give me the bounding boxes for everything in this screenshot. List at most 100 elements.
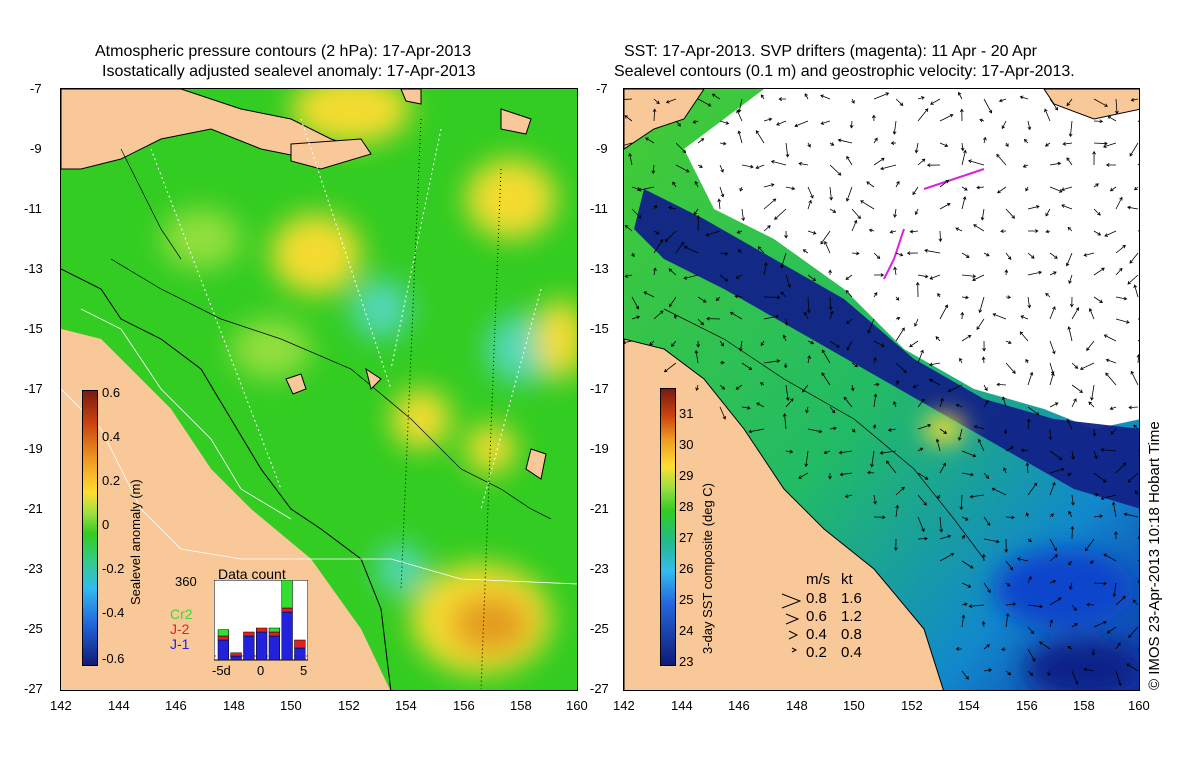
velocity-arrow — [652, 108, 657, 122]
velocity-arrow — [873, 92, 890, 100]
velocity-arrow — [770, 160, 787, 166]
velocity-arrow — [628, 152, 633, 166]
velocity-arrow — [1045, 229, 1051, 234]
velocity-arrow — [872, 424, 877, 430]
velocity-arrow — [774, 208, 787, 220]
velocity-arrow — [1088, 307, 1095, 320]
velocity-arrow — [860, 200, 875, 210]
velocity-arrow — [939, 397, 944, 408]
velocity-arrow — [755, 130, 765, 144]
bar-j1 — [217, 639, 229, 661]
velocity-arrow — [782, 413, 787, 430]
velocity-arrow — [983, 582, 991, 593]
velocity-arrow — [914, 142, 919, 154]
velocity-arrow — [845, 289, 853, 298]
velocity-arrow — [1093, 183, 1099, 188]
velocity-arrow — [805, 406, 809, 414]
sst-colorbar-label: 3-day SST composite (deg C) — [700, 483, 715, 654]
velocity-arrow — [804, 93, 809, 100]
lon-tick: 154 — [958, 698, 980, 713]
velocity-arrow — [961, 450, 977, 458]
velocity-arrow — [895, 296, 900, 301]
velocity-arrow — [694, 349, 699, 364]
sst-tick: 26 — [679, 561, 694, 576]
velocity-arrow — [1005, 670, 1012, 676]
velocity-arrow — [1027, 538, 1032, 543]
velocity-arrow — [939, 203, 951, 210]
velocity-arrow — [1049, 98, 1059, 111]
velocity-arrow — [1093, 581, 1107, 586]
velocity-arrow — [1137, 579, 1139, 584]
velocity-arrow — [1071, 670, 1079, 685]
lon-tick: 152 — [338, 698, 360, 713]
velocity-arrow — [807, 274, 817, 282]
lon-tick: 142 — [613, 698, 635, 713]
velocity-arrow — [717, 198, 722, 210]
velocity-arrow — [1025, 512, 1030, 518]
speed-ms: 0.8 — [806, 590, 827, 607]
velocity-arrow — [829, 340, 840, 348]
velocity-arrow — [1105, 358, 1117, 364]
velocity-arrow — [829, 208, 837, 213]
sst-tick: 27 — [679, 530, 694, 545]
velocity-arrow — [851, 251, 860, 256]
velocity-arrow — [631, 252, 635, 258]
velocity-arrow — [939, 428, 948, 434]
velocity-arrow — [917, 96, 925, 100]
velocity-arrow — [983, 668, 993, 672]
velocity-arrow — [643, 291, 655, 298]
velocity-arrow — [1115, 670, 1122, 687]
velocity-arrow — [624, 340, 633, 345]
velocity-arrow — [1130, 98, 1139, 102]
speed-ms: 0.4 — [806, 626, 827, 643]
velocity-arrow — [696, 340, 701, 348]
velocity-arrow — [757, 246, 765, 254]
velocity-arrow — [829, 406, 836, 414]
velocity-arrow — [794, 120, 809, 128]
lon-tick: 154 — [395, 698, 417, 713]
velocity-arrow — [1129, 142, 1139, 157]
velocity-arrow — [1115, 267, 1123, 276]
velocity-arrow — [782, 334, 787, 342]
velocity-arrow — [696, 215, 701, 232]
velocity-arrow — [1067, 226, 1073, 232]
velocity-arrow — [890, 141, 897, 145]
velocity-arrow — [1114, 98, 1119, 115]
velocity-arrow — [785, 384, 790, 401]
velocity-arrow — [653, 230, 660, 235]
velocity-arrow — [706, 316, 721, 321]
velocity-arrow — [624, 142, 633, 146]
bar-j2 — [243, 631, 255, 637]
velocity-arrow — [624, 98, 633, 101]
velocity-arrow — [1045, 292, 1051, 298]
velocity-arrow — [803, 311, 809, 320]
velocity-arrow — [1114, 531, 1118, 540]
inset-xlabel: 0 — [257, 663, 265, 678]
sst-tick: 24 — [679, 623, 694, 638]
velocity-arrow — [1061, 204, 1073, 210]
velocity-arrow — [1016, 557, 1029, 562]
velocity-arrow — [843, 396, 853, 408]
velocity-arrow — [1068, 274, 1073, 284]
lat-tick: -25 — [590, 621, 609, 636]
velocity-arrow — [1093, 230, 1102, 236]
velocity-arrow — [669, 296, 677, 308]
velocity-arrow — [846, 340, 853, 351]
velocity-arrow — [1005, 208, 1016, 219]
lon-tick: 158 — [1073, 698, 1095, 713]
velocity-arrow — [1088, 401, 1095, 408]
velocity-arrow — [1027, 296, 1032, 309]
velocity-arrow — [917, 516, 925, 533]
velocity-arrow — [893, 266, 898, 276]
sst-tick: 31 — [679, 406, 694, 421]
velocity-arrow — [1127, 205, 1139, 210]
velocity-arrow — [955, 403, 963, 408]
velocity-arrow — [979, 118, 985, 123]
velocity-arrow — [1049, 306, 1056, 320]
lat-tick: -17 — [590, 381, 609, 396]
velocity-arrow — [996, 153, 1007, 166]
speed-ms: 0.6 — [806, 608, 827, 625]
velocity-arrow — [763, 198, 777, 210]
velocity-arrow — [719, 360, 725, 365]
sla-tick: -0.4 — [102, 605, 125, 620]
